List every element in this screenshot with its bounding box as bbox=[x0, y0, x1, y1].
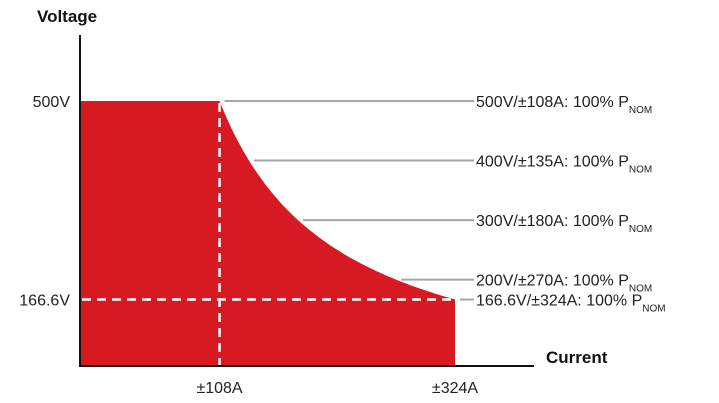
callout-text-3: 200V/±270A: 100% P bbox=[476, 273, 629, 290]
operating-area bbox=[80, 101, 455, 366]
callout-subscript-4: NOM bbox=[642, 304, 665, 315]
y-axis-title: Voltage bbox=[37, 7, 97, 26]
guide-lines-layer bbox=[82, 103, 455, 366]
callout-label-0: 500V/±108A: 100% PNOM bbox=[476, 94, 652, 116]
callout-subscript-2: NOM bbox=[629, 224, 652, 235]
callout-label-3: 200V/±270A: 100% PNOM bbox=[476, 273, 652, 295]
callout-label-4: 166.6V/±324A: 100% PNOM bbox=[476, 293, 666, 315]
callout-subscript-3: NOM bbox=[629, 284, 652, 295]
y-tick-label-0: 500V bbox=[33, 94, 71, 111]
callout-subscript-0: NOM bbox=[629, 105, 652, 116]
callout-text-1: 400V/±135A: 100% P bbox=[476, 154, 629, 171]
callout-text-0: 500V/±108A: 100% P bbox=[476, 94, 629, 111]
callout-label-2: 300V/±180A: 100% PNOM bbox=[476, 213, 652, 235]
y-tick-label-1: 166.6V bbox=[19, 293, 70, 310]
operating-area-layer bbox=[80, 101, 455, 366]
x-axis-title: Current bbox=[546, 348, 608, 367]
x-tick-label-0: ±108A bbox=[196, 380, 242, 397]
tick-labels-layer: 500V 166.6V ±108A ±324A bbox=[19, 94, 478, 397]
callout-subscript-1: NOM bbox=[629, 165, 652, 176]
callout-label-1: 400V/±135A: 100% PNOM bbox=[476, 154, 652, 176]
callout-text-4: 166.6V/±324A: 100% P bbox=[476, 293, 642, 310]
callout-text-2: 300V/±180A: 100% P bbox=[476, 213, 629, 230]
axes-layer: Voltage Current bbox=[37, 7, 608, 367]
x-tick-label-1: ±324A bbox=[432, 380, 478, 397]
